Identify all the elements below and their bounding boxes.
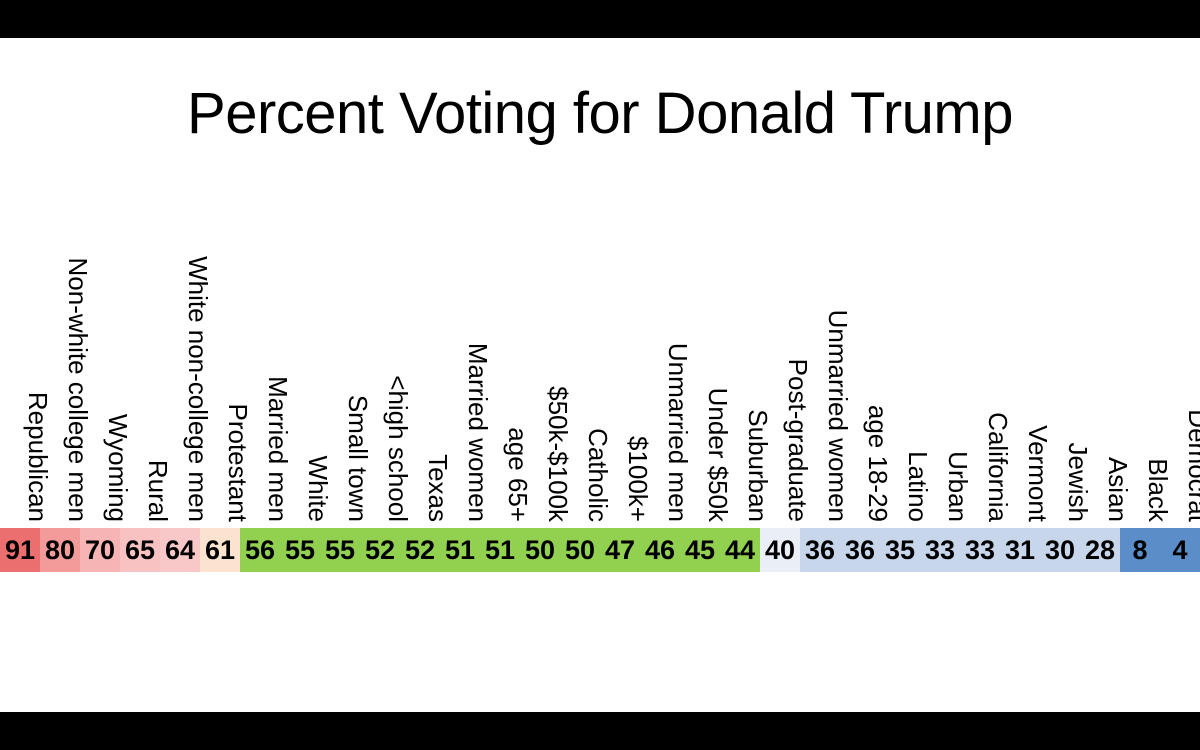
chart-title: Percent Voting for Donald Trump xyxy=(187,81,1013,146)
category-label: Jewish xyxy=(1063,443,1093,522)
value-cell xyxy=(840,528,881,572)
value-cell xyxy=(360,528,401,572)
value-label: 46 xyxy=(645,535,675,565)
value-cell xyxy=(1000,528,1041,572)
value-label: 61 xyxy=(205,535,235,565)
value-cell xyxy=(960,528,1001,572)
category-label: Protestant xyxy=(223,403,253,522)
value-label: 31 xyxy=(1005,535,1035,565)
category-label: Suburban xyxy=(743,409,773,522)
category-label: Republican xyxy=(23,392,53,522)
value-cell xyxy=(200,528,241,572)
value-cell xyxy=(120,528,161,572)
category-label: Democrat xyxy=(1183,409,1200,522)
slide: Percent Voting for Donald Trump 91 80 70 65… xyxy=(0,38,1200,712)
category-label: Post-graduate xyxy=(783,359,813,522)
value-cell xyxy=(0,528,41,572)
value-cell xyxy=(160,528,201,572)
value-cell xyxy=(320,528,361,572)
value-cell xyxy=(280,528,321,572)
category-label: Married men xyxy=(263,376,293,522)
category-label: Latino xyxy=(903,451,933,522)
value-cell xyxy=(400,528,441,572)
letterbox-top xyxy=(0,0,1200,38)
category-label: Black xyxy=(1143,458,1173,523)
value-cell xyxy=(1160,528,1200,572)
value-label: 51 xyxy=(485,535,515,565)
value-cell xyxy=(240,528,281,572)
value-cell xyxy=(40,528,81,572)
category-label: Catholic xyxy=(583,428,613,522)
category-label: age 18-29 xyxy=(863,405,893,522)
category-label: White non-college men xyxy=(183,256,213,522)
value-label: 4 xyxy=(1172,535,1187,565)
letterbox-bottom xyxy=(0,712,1200,750)
value-label: 56 xyxy=(245,535,275,565)
value-label: 64 xyxy=(165,535,195,565)
value-label: 55 xyxy=(325,535,355,565)
category-label: $50k-$100k xyxy=(543,386,573,523)
value-label: 65 xyxy=(125,535,155,565)
value-cell xyxy=(440,528,481,572)
value-label: 80 xyxy=(45,535,75,565)
category-label: Wyoming xyxy=(103,414,133,522)
trump-vote-chart: 91 80 70 65 64 61 56 55 55 52 52 51 51 50 50 47 46 45 44 40… xyxy=(0,256,1200,572)
value-label: 40 xyxy=(765,535,795,565)
category-label: Rural xyxy=(143,460,173,522)
value-label: 70 xyxy=(85,535,115,565)
value-cell xyxy=(600,528,641,572)
value-label: 91 xyxy=(5,535,35,565)
value-label: 51 xyxy=(445,535,475,565)
value-cell xyxy=(880,528,921,572)
category-label: Under $50k xyxy=(703,388,733,523)
value-cell xyxy=(720,528,761,572)
value-cell xyxy=(680,528,721,572)
value-label: 47 xyxy=(605,535,635,565)
category-label: Asian xyxy=(1103,457,1133,522)
value-cell xyxy=(920,528,961,572)
value-cell xyxy=(80,528,121,572)
value-cell xyxy=(1040,528,1081,572)
value-label: 28 xyxy=(1085,535,1115,565)
category-label: Non-white college men xyxy=(63,258,93,522)
value-label: 50 xyxy=(525,535,555,565)
category-label: Texas xyxy=(423,454,453,522)
category-label: <high school xyxy=(383,375,413,522)
category-label: Married women xyxy=(463,343,493,522)
value-label: 35 xyxy=(885,535,915,565)
value-cell xyxy=(760,528,801,572)
value-cell xyxy=(640,528,681,572)
value-label: 36 xyxy=(845,535,875,565)
value-cell xyxy=(1080,528,1121,572)
value-label: 36 xyxy=(805,535,835,565)
value-label: 52 xyxy=(405,535,435,565)
category-label: Urban xyxy=(943,451,973,522)
value-label: 33 xyxy=(925,535,955,565)
category-label: $100k+ xyxy=(623,436,653,522)
value-label: 45 xyxy=(685,535,715,565)
value-label: 52 xyxy=(365,535,395,565)
value-label: 44 xyxy=(725,535,755,565)
category-label: Small town xyxy=(343,395,373,522)
value-label: 50 xyxy=(565,535,595,565)
value-cell xyxy=(520,528,561,572)
value-cell xyxy=(480,528,521,572)
value-cell xyxy=(560,528,601,572)
value-label: 8 xyxy=(1132,535,1147,565)
value-cell xyxy=(1120,528,1161,572)
category-label: Unmarried women xyxy=(823,310,853,522)
value-label: 30 xyxy=(1045,535,1075,565)
category-label: Vermont xyxy=(1023,425,1053,523)
category-label: Unmarried men xyxy=(663,343,693,522)
value-label: 33 xyxy=(965,535,995,565)
value-cell xyxy=(800,528,841,572)
category-label: California xyxy=(983,412,1013,522)
value-label: 55 xyxy=(285,535,315,565)
category-label: White xyxy=(303,456,333,522)
category-label: age 65+ xyxy=(503,427,533,522)
